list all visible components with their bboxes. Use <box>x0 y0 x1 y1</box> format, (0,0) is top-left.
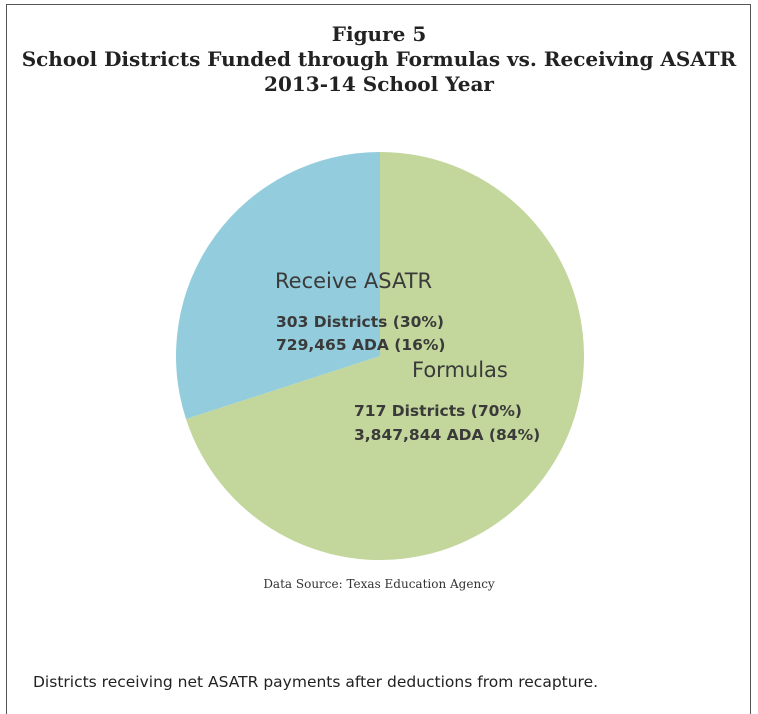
pie-slice-formulas <box>185 152 584 560</box>
slice-districts-formulas: 717 Districts (70%) <box>354 402 522 420</box>
figure-title: School Districts Funded through Formulas… <box>21 47 737 71</box>
pie-slice-receive-asatr <box>175 152 380 420</box>
figure-frame <box>6 4 751 714</box>
slice-ada-formulas: 3,847,844 ADA (84%) <box>354 426 540 444</box>
figure-subtitle: 2013-14 School Year <box>264 72 494 96</box>
data-source: Data Source: Texas Education Agency <box>263 577 495 591</box>
slice-label-formulas: Formulas <box>412 358 508 382</box>
figure-number: Figure 5 <box>331 22 427 46</box>
slice-label-receive-asatr: Receive ASATR <box>275 269 432 293</box>
slice-ada-receive-asatr: 729,465 ADA (16%) <box>276 336 446 354</box>
slice-districts-receive-asatr: 303 Districts (30%) <box>276 313 444 331</box>
chart-title: Figure 5 School Districts Funded through… <box>0 22 758 97</box>
footnote: Districts receiving net ASATR payments a… <box>33 673 599 691</box>
